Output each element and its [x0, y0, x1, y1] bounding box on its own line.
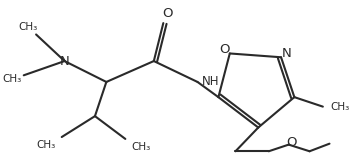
- Text: O: O: [219, 43, 229, 56]
- Text: N: N: [60, 55, 69, 68]
- Text: O: O: [162, 7, 172, 20]
- Text: NH: NH: [202, 75, 220, 88]
- Text: CH₃: CH₃: [3, 74, 22, 84]
- Text: O: O: [286, 136, 297, 149]
- Text: CH₃: CH₃: [19, 22, 38, 32]
- Text: N: N: [282, 47, 292, 60]
- Text: CH₃: CH₃: [131, 142, 150, 151]
- Text: CH₃: CH₃: [331, 102, 349, 112]
- Text: CH₃: CH₃: [37, 140, 56, 150]
